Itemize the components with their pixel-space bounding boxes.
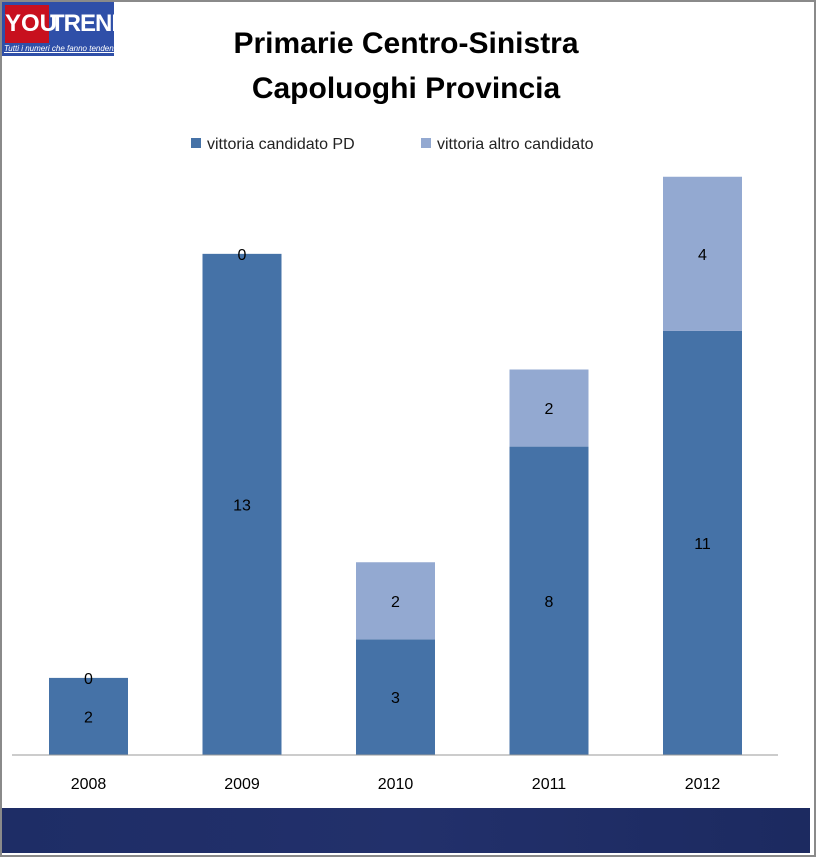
data-label: 4 (698, 247, 707, 264)
data-label: 3 (391, 690, 400, 707)
bar-2010-series1 (356, 562, 435, 640)
bar-2008-series0 (49, 677, 128, 755)
bar-2009-series0 (202, 253, 282, 755)
bar-2012-series0 (663, 330, 742, 755)
x-tick-label: 2011 (532, 776, 567, 793)
chart-subtitle: Capoluoghi Provincia (252, 72, 561, 105)
x-tick-label: 2008 (71, 776, 107, 793)
bar-2011-series0 (509, 446, 589, 755)
bar-2012-series1 (663, 176, 742, 331)
youtrend-logo: YOU TREND Tutti i numeri che fanno tende… (2, 2, 129, 56)
x-tick-label: 2009 (224, 776, 260, 793)
x-tick-label: 2010 (378, 776, 414, 793)
data-label: 0 (84, 671, 93, 688)
bar-2010-series0 (356, 639, 435, 755)
footer-band (2, 808, 810, 853)
logo-you: YOU (5, 5, 57, 43)
data-label: 2 (84, 709, 93, 726)
legend-swatch (421, 138, 431, 148)
legend-swatch (191, 138, 201, 148)
data-label: 2 (391, 594, 400, 611)
bar-2011-series1 (509, 369, 589, 447)
logo-tagline: Tutti i numeri che fanno tendenza (4, 44, 123, 53)
x-tick-label: 2012 (685, 776, 721, 793)
legend: vittoria candidato PD vittoria altro cand… (191, 136, 594, 153)
data-label: 8 (545, 594, 554, 611)
chart-title: Primarie Centro-Sinistra (233, 27, 578, 60)
data-label: 11 (694, 536, 711, 553)
data-label: 0 (238, 247, 247, 264)
legend-label: vittoria candidato PD (207, 136, 355, 153)
data-label: 13 (233, 497, 251, 514)
legend-label: vittoria altro candidato (437, 136, 594, 153)
data-label: 2 (545, 401, 554, 418)
